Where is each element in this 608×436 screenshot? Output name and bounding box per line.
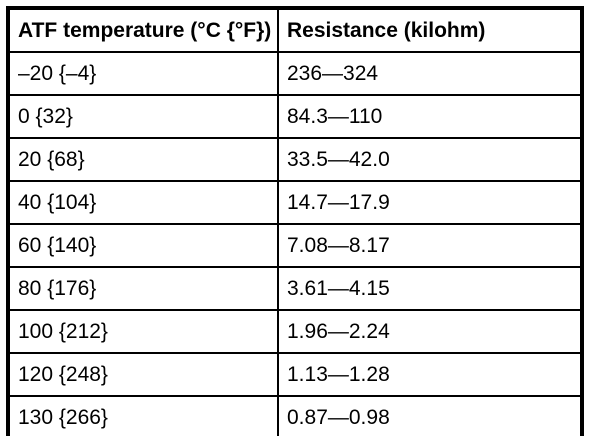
table-row: –20 {–4} 236—324	[7, 51, 583, 96]
table-row: 0 {32} 84.3—110	[7, 94, 583, 139]
temperature-cell: 60 {140}	[7, 223, 279, 268]
table-row: 20 {68} 33.5—42.0	[7, 137, 583, 182]
atf-temperature-resistance-table: ATF temperature (°C {°F}) Resistance (ki…	[6, 6, 584, 436]
temperature-cell: 0 {32}	[7, 94, 279, 139]
temperature-cell: 40 {104}	[7, 180, 279, 225]
column-header-resistance: Resistance (kilohm)	[277, 7, 583, 53]
resistance-cell: 236—324	[277, 51, 583, 96]
header-row: ATF temperature (°C {°F}) Resistance (ki…	[7, 7, 583, 53]
temperature-cell: –20 {–4}	[7, 51, 279, 96]
resistance-cell: 14.7—17.9	[277, 180, 583, 225]
temperature-cell: 100 {212}	[7, 309, 279, 354]
resistance-cell: 3.61—4.15	[277, 266, 583, 311]
resistance-cell: 84.3—110	[277, 94, 583, 139]
resistance-cell: 1.13—1.28	[277, 352, 583, 397]
temperature-cell: 80 {176}	[7, 266, 279, 311]
table-row: 40 {104} 14.7—17.9	[7, 180, 583, 225]
resistance-cell: 0.87—0.98	[277, 395, 583, 436]
temperature-cell: 130 {266}	[7, 395, 279, 436]
resistance-cell: 33.5—42.0	[277, 137, 583, 182]
table-row: 120 {248} 1.13—1.28	[7, 352, 583, 397]
table-row: 100 {212} 1.96—2.24	[7, 309, 583, 354]
temperature-cell: 120 {248}	[7, 352, 279, 397]
table-row: 130 {266} 0.87—0.98	[7, 395, 583, 436]
temperature-cell: 20 {68}	[7, 137, 279, 182]
resistance-cell: 7.08—8.17	[277, 223, 583, 268]
table-row: 60 {140} 7.08—8.17	[7, 223, 583, 268]
table-row: 80 {176} 3.61—4.15	[7, 266, 583, 311]
resistance-cell: 1.96—2.24	[277, 309, 583, 354]
column-header-temperature: ATF temperature (°C {°F})	[7, 7, 279, 53]
